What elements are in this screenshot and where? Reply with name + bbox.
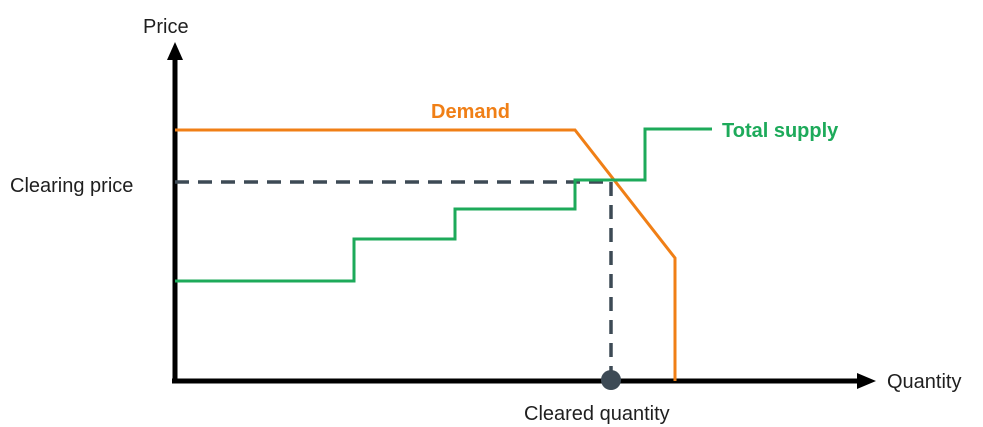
cleared-quantity-point xyxy=(601,370,621,390)
supply-label: Total supply xyxy=(722,120,839,142)
y-axis-arrow-icon xyxy=(167,42,183,60)
clearing-price-label: Clearing price xyxy=(10,175,133,197)
y-axis-label: Price xyxy=(143,16,189,38)
x-axis-arrow-icon xyxy=(857,373,876,389)
supply-curve xyxy=(175,127,712,283)
cleared-quantity-label: Cleared quantity xyxy=(524,403,670,425)
demand-curve xyxy=(175,128,677,381)
x-axis-label: Quantity xyxy=(887,371,961,393)
demand-label: Demand xyxy=(431,101,510,123)
